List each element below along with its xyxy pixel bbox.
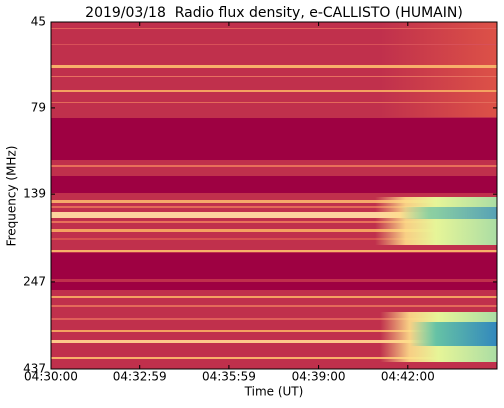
emission-line [51, 28, 497, 29]
x-tick-label: 04:32:59 [113, 370, 167, 384]
chart-title: 2019/03/18 Radio flux density, e-CALLIST… [85, 5, 463, 21]
burst-core [410, 322, 497, 346]
emission-line [51, 340, 497, 343]
plot-frame [50, 21, 498, 370]
spectrogram-image [51, 22, 497, 369]
emission-line [51, 102, 497, 103]
glow [380, 22, 497, 117]
quiet-band [51, 253, 497, 279]
emission-line [51, 165, 497, 167]
emission-line [51, 238, 497, 240]
y-tick-label: 247 [23, 274, 46, 288]
emission-line [51, 44, 497, 45]
emission-line [51, 305, 497, 307]
quiet-band [51, 176, 497, 193]
burst [375, 197, 497, 245]
x-tick-label: 04:30:00 [24, 370, 78, 384]
x-tick-label: 04:42:00 [381, 370, 435, 384]
x-tick-label: 04:39:00 [292, 370, 346, 384]
emission-line [51, 76, 497, 77]
emission-line [51, 221, 497, 223]
emission-line [51, 206, 497, 208]
emission-line [51, 90, 497, 92]
y-axis-label: Frequency (MHz) [5, 146, 19, 247]
x-axis-label: Time (UT) [244, 385, 304, 399]
emission-line [51, 330, 497, 332]
x-tick-label: 04:35:59 [202, 370, 256, 384]
quiet-band [51, 282, 497, 290]
emission-line [51, 212, 497, 218]
emission-line [51, 250, 497, 252]
emission-line [51, 296, 497, 298]
burst-core [400, 207, 497, 219]
emission-line [51, 65, 497, 68]
emission-line [51, 357, 497, 359]
emission-line [51, 229, 497, 232]
emission-line [51, 318, 497, 320]
y-tick-label: 139 [23, 187, 46, 201]
quiet-band [51, 118, 497, 160]
emission-line [51, 200, 497, 203]
y-tick-label: 437 [23, 362, 46, 376]
y-tick-label: 79 [31, 100, 46, 114]
y-tick-label: 45 [31, 15, 46, 29]
